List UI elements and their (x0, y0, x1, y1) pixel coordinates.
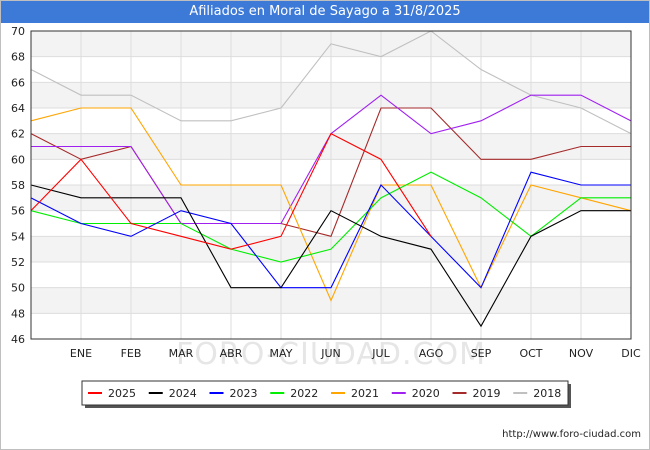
y-tick-label: 58 (11, 179, 25, 192)
series-line-2023 (30, 171, 631, 289)
y-tick-label: 62 (11, 128, 25, 141)
y-tick-label: 54 (11, 230, 25, 243)
legend-label-2018: 2018 (533, 387, 561, 400)
legend-label-2023: 2023 (230, 387, 258, 400)
x-tick-label: JUL (371, 347, 390, 360)
x-tick-label: AGO (419, 347, 444, 360)
x-tick-label: MAR (169, 347, 194, 360)
x-tick-label: FEB (121, 347, 142, 360)
x-tick-label: ENE (70, 347, 92, 360)
series-line-2021 (30, 107, 632, 302)
y-tick-label: 48 (11, 307, 25, 320)
legend: 2025 2024 2023 2022 2021 2020 2019 2018 (81, 380, 571, 408)
y-tick-label: 60 (11, 153, 25, 166)
x-tick-label: MAY (270, 347, 293, 360)
legend-label-2021: 2021 (351, 387, 379, 400)
y-tick-label: 70 (11, 25, 25, 38)
x-tick-label: SEP (471, 347, 492, 360)
x-tick-label: DIC (621, 347, 641, 360)
chart-title: Afiliados en Moral de Sayago a 31/8/2025 (1, 1, 649, 23)
y-tick-label: 52 (11, 256, 25, 269)
y-tick-label: 46 (11, 333, 25, 346)
legend-label-2024: 2024 (169, 387, 197, 400)
x-tick-label: ABR (220, 347, 243, 360)
legend-label-2019: 2019 (473, 387, 501, 400)
legend-label-2022: 2022 (290, 387, 318, 400)
source-url: http://www.foro-ciudad.com (502, 429, 641, 440)
y-tick-label: 68 (11, 51, 25, 64)
x-tick-label: JUN (320, 347, 341, 360)
series-line-2024 (30, 184, 631, 328)
legend-label-2025: 2025 (108, 387, 136, 400)
x-tick-label: NOV (569, 347, 594, 360)
axes: 46 48 50 52 54 56 58 60 62 64 66 68 70 ENE FEB MAR ABR MA… (11, 25, 641, 360)
y-tick-label: 64 (11, 102, 25, 115)
watermark-text: FORO-CIUDAD.COM (176, 337, 486, 372)
legend-label-2020: 2020 (412, 387, 440, 400)
y-tick-label: 66 (11, 76, 25, 89)
y-tick-label: 56 (11, 205, 25, 218)
plot-border (30, 30, 632, 340)
legend-box (81, 380, 569, 406)
y-tick-label: 50 (11, 282, 25, 295)
series-line-2025 (30, 132, 432, 250)
series-lines (30, 30, 632, 328)
x-tick-label: OCT (519, 347, 542, 360)
